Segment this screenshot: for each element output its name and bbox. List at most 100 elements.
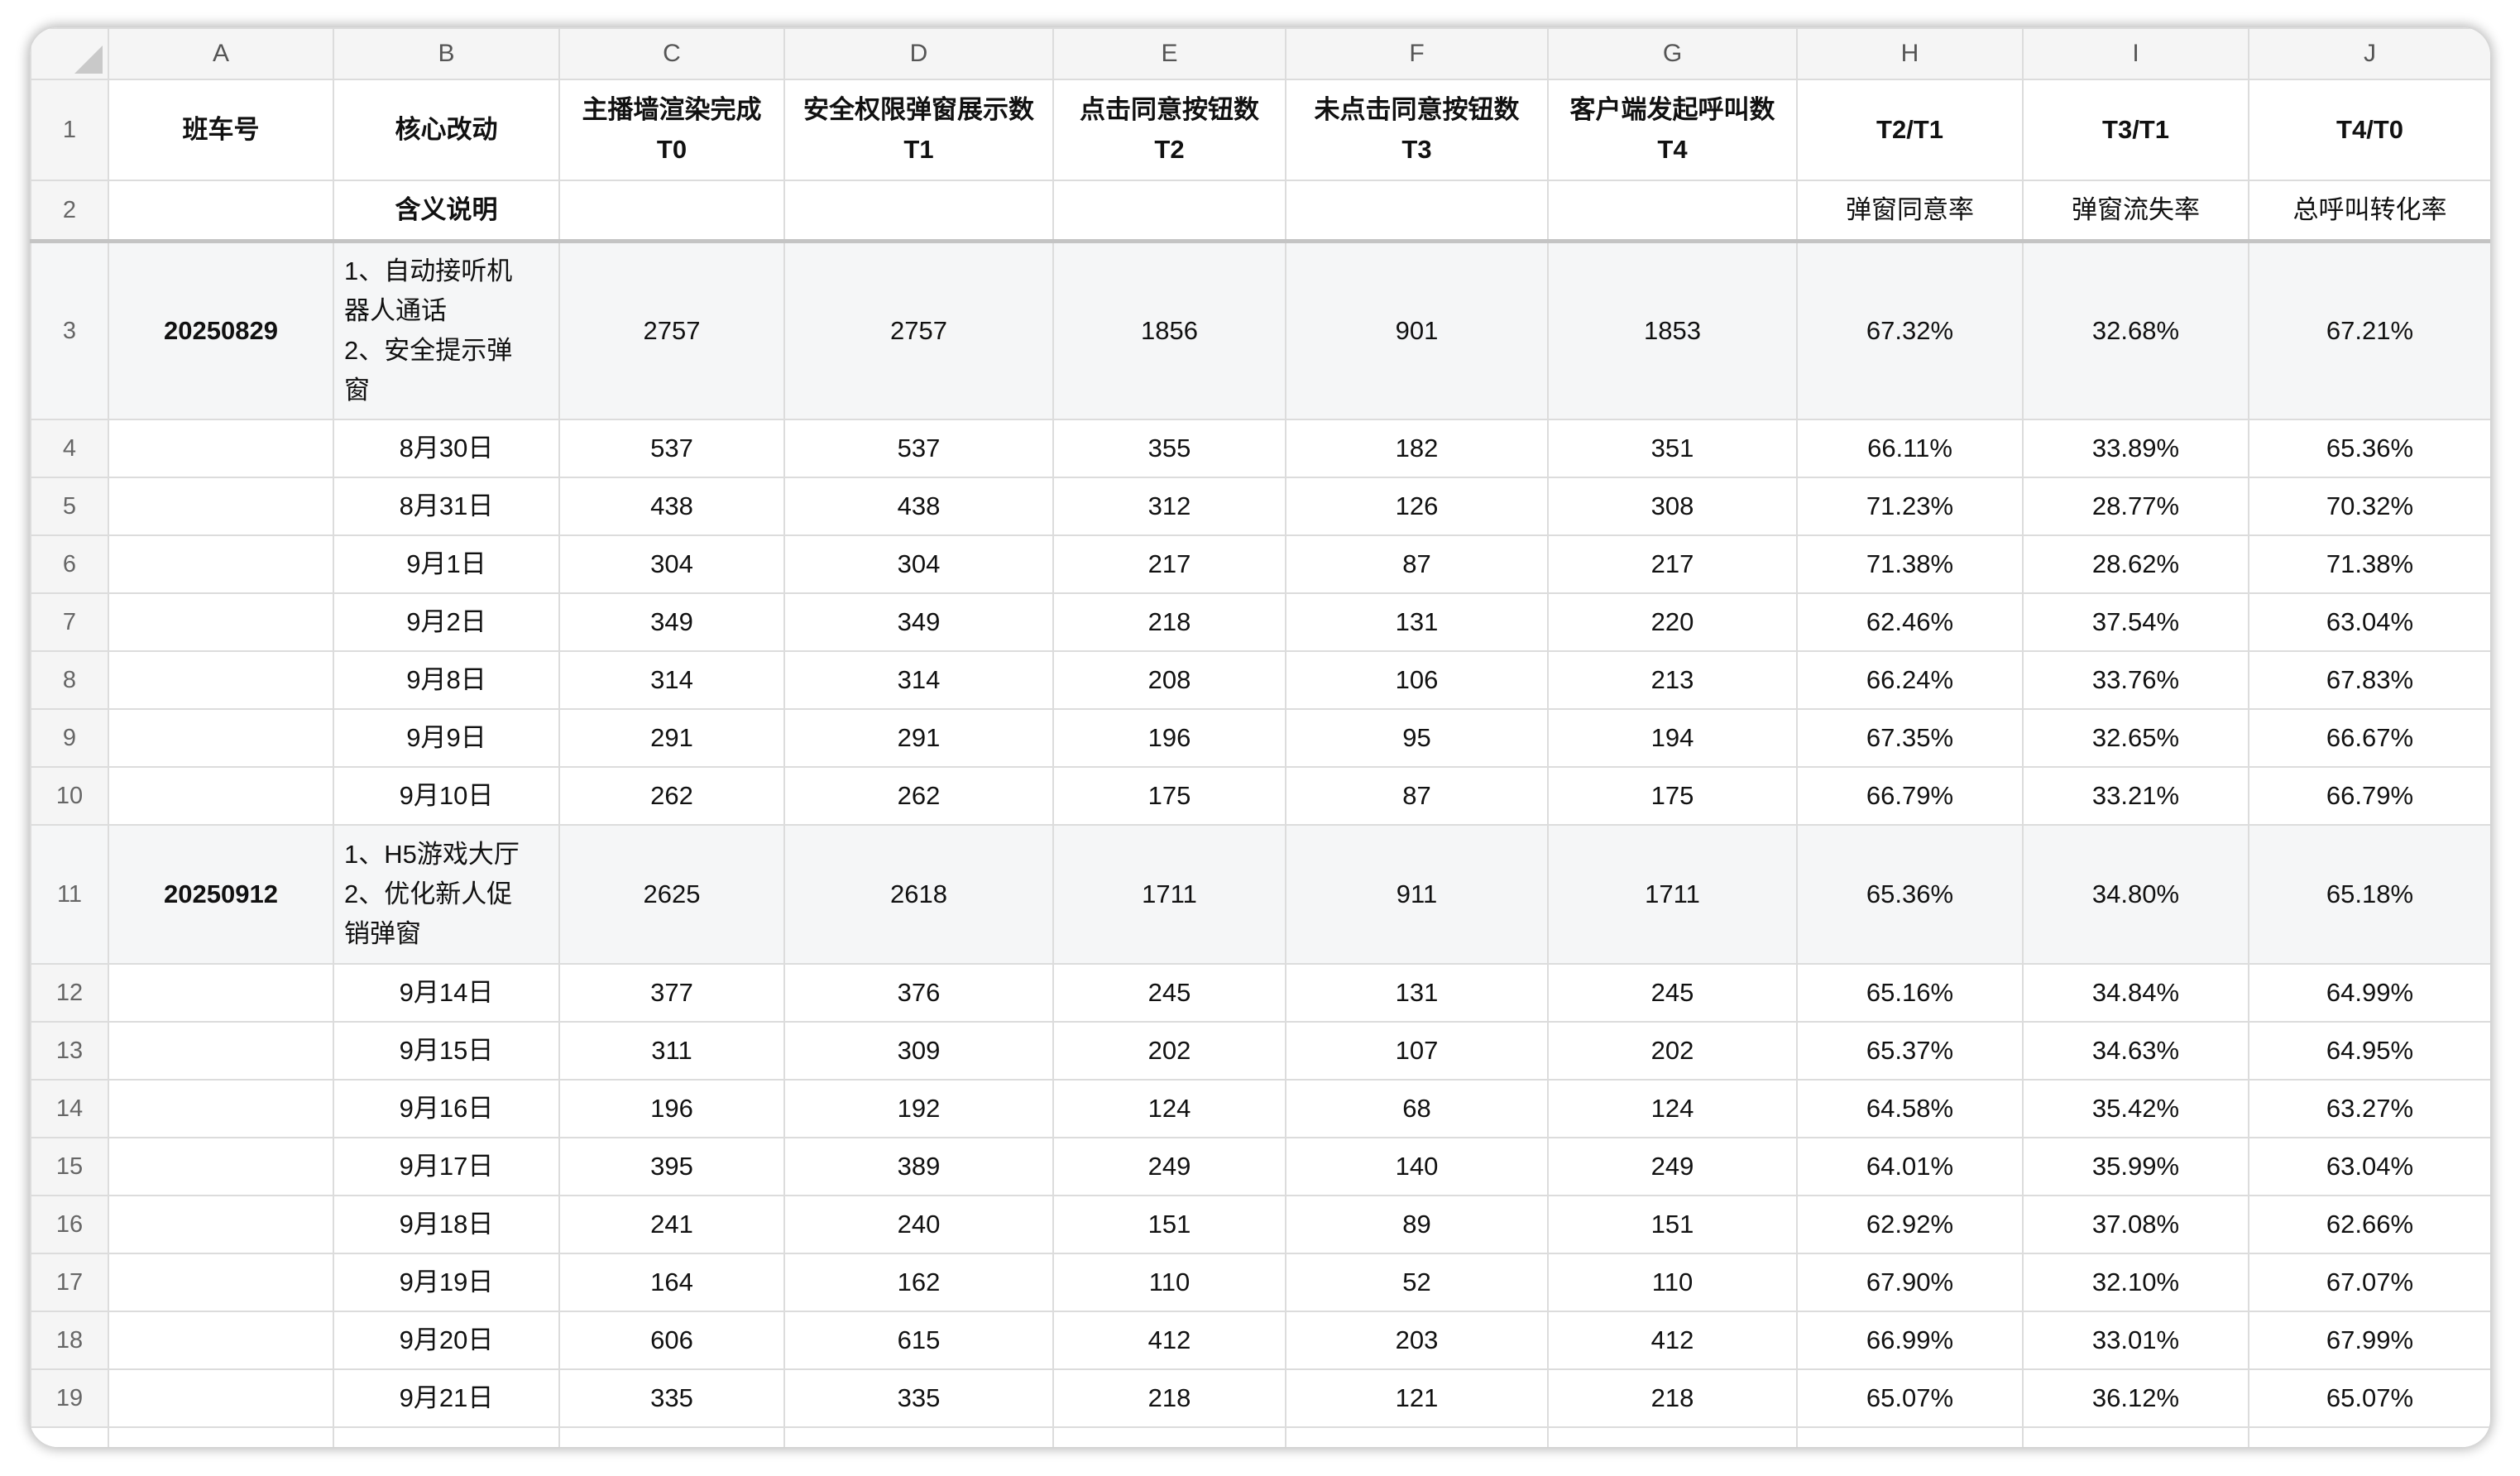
row-number[interactable]: 15 bbox=[30, 1137, 109, 1196]
cell-t3[interactable]: 901 bbox=[1285, 240, 1549, 420]
cell-header-t3[interactable]: 未点击同意按钮数 T3 bbox=[1285, 79, 1549, 181]
cell-t1[interactable]: 438 bbox=[783, 477, 1054, 536]
cell-call-conversion[interactable]: 67.07% bbox=[2248, 1253, 2490, 1312]
cell-empty[interactable] bbox=[2248, 1426, 2490, 1447]
cell-t2[interactable]: 218 bbox=[1052, 1368, 1286, 1428]
cell-t2[interactable]: 249 bbox=[1052, 1137, 1286, 1196]
cell-empty[interactable] bbox=[1796, 1426, 2024, 1447]
row-number[interactable]: 12 bbox=[30, 963, 109, 1023]
cell-meaning-call-conversion[interactable]: 总呼叫转化率 bbox=[2248, 180, 2490, 243]
cell-t2[interactable]: 110 bbox=[1052, 1253, 1286, 1312]
row-number[interactable]: 18 bbox=[30, 1311, 109, 1370]
cell-loss-rate[interactable]: 33.89% bbox=[2022, 419, 2249, 478]
row-number[interactable]: 8 bbox=[30, 650, 109, 710]
cell-loss-rate[interactable]: 33.76% bbox=[2022, 650, 2249, 710]
cell-batch-empty[interactable] bbox=[108, 708, 334, 768]
cell-loss-rate[interactable]: 35.42% bbox=[2022, 1079, 2249, 1138]
cell-call-conversion[interactable]: 63.04% bbox=[2248, 1137, 2490, 1196]
cell-date[interactable]: 9月17日 bbox=[333, 1137, 560, 1196]
cell-t1[interactable]: 309 bbox=[783, 1021, 1054, 1081]
cell-loss-rate[interactable]: 28.77% bbox=[2022, 477, 2249, 536]
cell-loss-rate[interactable]: 32.10% bbox=[2022, 1253, 2249, 1312]
cell-header-t0[interactable]: 主播墙渲染完成 T0 bbox=[558, 79, 785, 181]
cell-t1[interactable]: 349 bbox=[783, 592, 1054, 652]
row-number[interactable]: 6 bbox=[30, 534, 109, 594]
column-header-j[interactable]: J bbox=[2248, 27, 2490, 80]
cell-loss-rate[interactable]: 33.01% bbox=[2022, 1311, 2249, 1370]
cell-batch-empty[interactable] bbox=[108, 650, 334, 710]
cell-date[interactable]: 9月21日 bbox=[333, 1368, 560, 1428]
cell-t2[interactable]: 355 bbox=[1052, 419, 1286, 478]
cell-t1[interactable]: 2618 bbox=[783, 824, 1054, 965]
row-number[interactable] bbox=[30, 1426, 109, 1447]
cell-date[interactable]: 9月10日 bbox=[333, 766, 560, 826]
cell-t0[interactable]: 537 bbox=[558, 419, 785, 478]
cell-t3[interactable]: 126 bbox=[1285, 477, 1549, 536]
cell-call-conversion[interactable]: 64.99% bbox=[2248, 963, 2490, 1023]
cell-meaning-agree-rate[interactable]: 弹窗同意率 bbox=[1796, 180, 2024, 243]
cell-empty[interactable] bbox=[783, 1426, 1054, 1447]
cell-agree-rate[interactable]: 67.35% bbox=[1796, 708, 2024, 768]
column-header-e[interactable]: E bbox=[1052, 27, 1286, 80]
cell-batch-empty[interactable] bbox=[108, 419, 334, 478]
row-number[interactable]: 19 bbox=[30, 1368, 109, 1428]
cell-batch-empty[interactable] bbox=[108, 1137, 334, 1196]
cell-t3[interactable]: 182 bbox=[1285, 419, 1549, 478]
cell-loss-rate[interactable]: 36.12% bbox=[2022, 1368, 2249, 1428]
cell-t3[interactable]: 911 bbox=[1285, 824, 1549, 965]
cell-t0[interactable]: 314 bbox=[558, 650, 785, 710]
cell-header-core-change[interactable]: 核心改动 bbox=[333, 79, 560, 181]
cell-t2[interactable]: 124 bbox=[1052, 1079, 1286, 1138]
cell-t0[interactable]: 304 bbox=[558, 534, 785, 594]
cell-loss-rate[interactable]: 34.63% bbox=[2022, 1021, 2249, 1081]
cell-t1[interactable]: 314 bbox=[783, 650, 1054, 710]
cell-loss-rate[interactable]: 33.21% bbox=[2022, 766, 2249, 826]
cell-empty[interactable] bbox=[558, 1426, 785, 1447]
cell-t2[interactable]: 1711 bbox=[1052, 824, 1286, 965]
cell-t4[interactable]: 1711 bbox=[1547, 824, 1798, 965]
cell-t0[interactable]: 377 bbox=[558, 963, 785, 1023]
cell-t4[interactable]: 249 bbox=[1547, 1137, 1798, 1196]
cell-batch-empty[interactable] bbox=[108, 963, 334, 1023]
cell-t2[interactable]: 245 bbox=[1052, 963, 1286, 1023]
cell-call-conversion[interactable]: 64.95% bbox=[2248, 1021, 2490, 1081]
cell-agree-rate[interactable]: 71.23% bbox=[1796, 477, 2024, 536]
cell-t4[interactable]: 124 bbox=[1547, 1079, 1798, 1138]
cell-date[interactable]: 9月19日 bbox=[333, 1253, 560, 1312]
cell-loss-rate[interactable]: 28.62% bbox=[2022, 534, 2249, 594]
column-header-a[interactable]: A bbox=[108, 27, 334, 80]
cell-t3[interactable]: 107 bbox=[1285, 1021, 1549, 1081]
cell-call-conversion[interactable]: 67.99% bbox=[2248, 1311, 2490, 1370]
cell-call-conversion[interactable]: 66.79% bbox=[2248, 766, 2490, 826]
cell-t1[interactable]: 192 bbox=[783, 1079, 1054, 1138]
cell-batch-empty[interactable] bbox=[108, 766, 334, 826]
cell-t1[interactable]: 376 bbox=[783, 963, 1054, 1023]
cell-loss-rate[interactable]: 37.08% bbox=[2022, 1195, 2249, 1254]
cell-date[interactable]: 9月20日 bbox=[333, 1311, 560, 1370]
row-number[interactable]: 9 bbox=[30, 708, 109, 768]
cell-agree-rate[interactable]: 62.46% bbox=[1796, 592, 2024, 652]
cell-t4[interactable]: 217 bbox=[1547, 534, 1798, 594]
cell-t3[interactable]: 106 bbox=[1285, 650, 1549, 710]
cell-loss-rate[interactable]: 32.68% bbox=[2022, 240, 2249, 420]
cell-batch-empty[interactable] bbox=[108, 1079, 334, 1138]
cell-t2[interactable]: 1856 bbox=[1052, 240, 1286, 420]
cell-core-change[interactable]: 1、H5游戏大厅 2、优化新人促 销弹窗 bbox=[333, 824, 560, 965]
cell-date[interactable]: 9月9日 bbox=[333, 708, 560, 768]
column-header-h[interactable]: H bbox=[1796, 27, 2024, 80]
cell-t1[interactable]: 335 bbox=[783, 1368, 1054, 1428]
cell-call-conversion[interactable]: 65.36% bbox=[2248, 419, 2490, 478]
cell-header-t4[interactable]: 客户端发起呼叫数 T4 bbox=[1547, 79, 1798, 181]
cell-t0[interactable]: 606 bbox=[558, 1311, 785, 1370]
cell-t3[interactable]: 121 bbox=[1285, 1368, 1549, 1428]
cell-empty[interactable] bbox=[333, 1426, 560, 1447]
cell-t0[interactable]: 349 bbox=[558, 592, 785, 652]
cell-t4[interactable]: 220 bbox=[1547, 592, 1798, 652]
cell-t4[interactable]: 194 bbox=[1547, 708, 1798, 768]
cell-call-conversion[interactable]: 71.38% bbox=[2248, 534, 2490, 594]
row-number[interactable]: 17 bbox=[30, 1253, 109, 1312]
cell-t0[interactable]: 164 bbox=[558, 1253, 785, 1312]
cell-t1[interactable]: 262 bbox=[783, 766, 1054, 826]
cell-t2[interactable]: 196 bbox=[1052, 708, 1286, 768]
cell-batch-empty[interactable] bbox=[108, 477, 334, 536]
